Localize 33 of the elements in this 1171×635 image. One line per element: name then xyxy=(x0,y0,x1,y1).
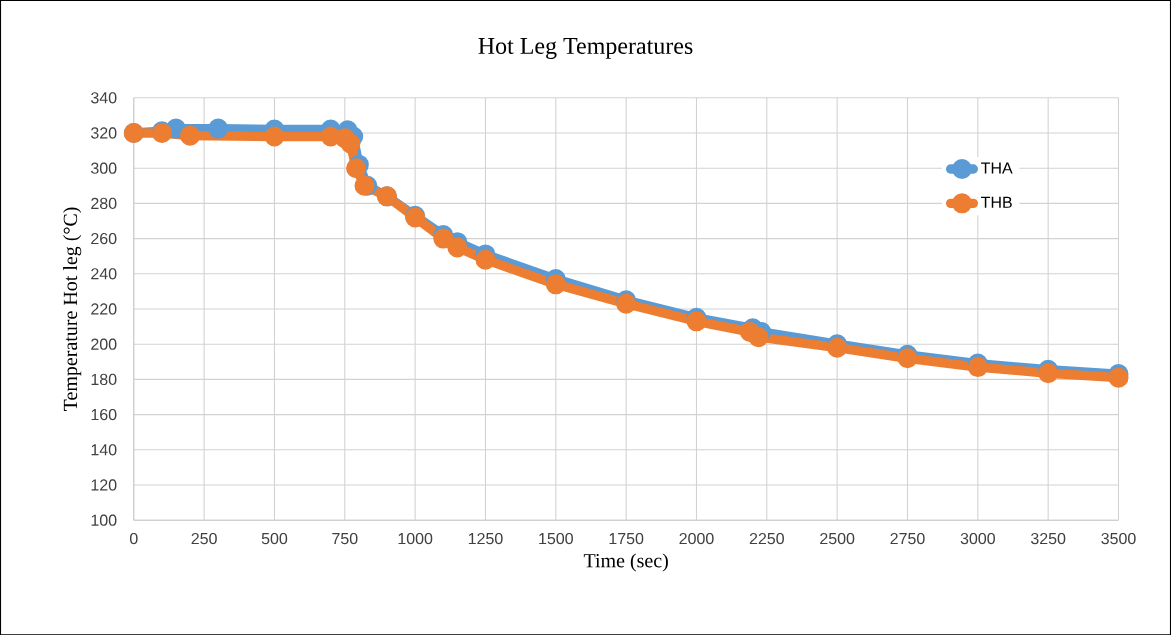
legend-label: THA xyxy=(981,162,1013,174)
x-tick-label: 3500 xyxy=(1101,532,1136,545)
y-tick-label: 100 xyxy=(91,514,117,526)
y-tick-label: 120 xyxy=(91,479,117,491)
x-tick-label: 3250 xyxy=(1030,532,1066,545)
x-tick-label: 500 xyxy=(261,532,288,545)
y-tick-label: 160 xyxy=(91,408,117,421)
x-tick-label: 2250 xyxy=(749,532,784,545)
x-tick-label: 1000 xyxy=(398,532,433,545)
x-tick-label: 250 xyxy=(191,532,217,545)
x-tick-label: 2750 xyxy=(890,532,925,545)
x-tick-label: 3000 xyxy=(960,532,995,545)
x-tick-label: 1250 xyxy=(468,532,503,545)
x-axis-title: Time (sec) xyxy=(583,553,668,572)
y-tick-label: 240 xyxy=(91,267,117,280)
x-tick-label: 1500 xyxy=(539,532,573,545)
y-axis-title: Temperature Hot leg (°C) xyxy=(63,207,82,411)
x-tick-label: 1750 xyxy=(609,532,644,545)
y-tick-label: 180 xyxy=(91,373,117,385)
y-tick-label: 200 xyxy=(91,338,117,350)
y-tick-label: 340 xyxy=(91,91,117,104)
x-tick-label: 2500 xyxy=(820,532,855,545)
y-tick-label: 320 xyxy=(91,127,117,139)
y-tick-label: 300 xyxy=(91,162,117,174)
y-tick-label: 140 xyxy=(91,443,117,456)
legend-label: THB xyxy=(981,196,1012,208)
x-tick-label: 750 xyxy=(332,532,358,545)
y-tick-label: 280 xyxy=(91,197,117,209)
x-tick-label: 0 xyxy=(129,532,138,545)
y-tick-label: 220 xyxy=(91,303,117,315)
x-tick-label: 2000 xyxy=(679,532,714,545)
chart-title: Hot Leg Temperatures xyxy=(478,37,693,59)
y-tick-label: 260 xyxy=(91,232,117,245)
